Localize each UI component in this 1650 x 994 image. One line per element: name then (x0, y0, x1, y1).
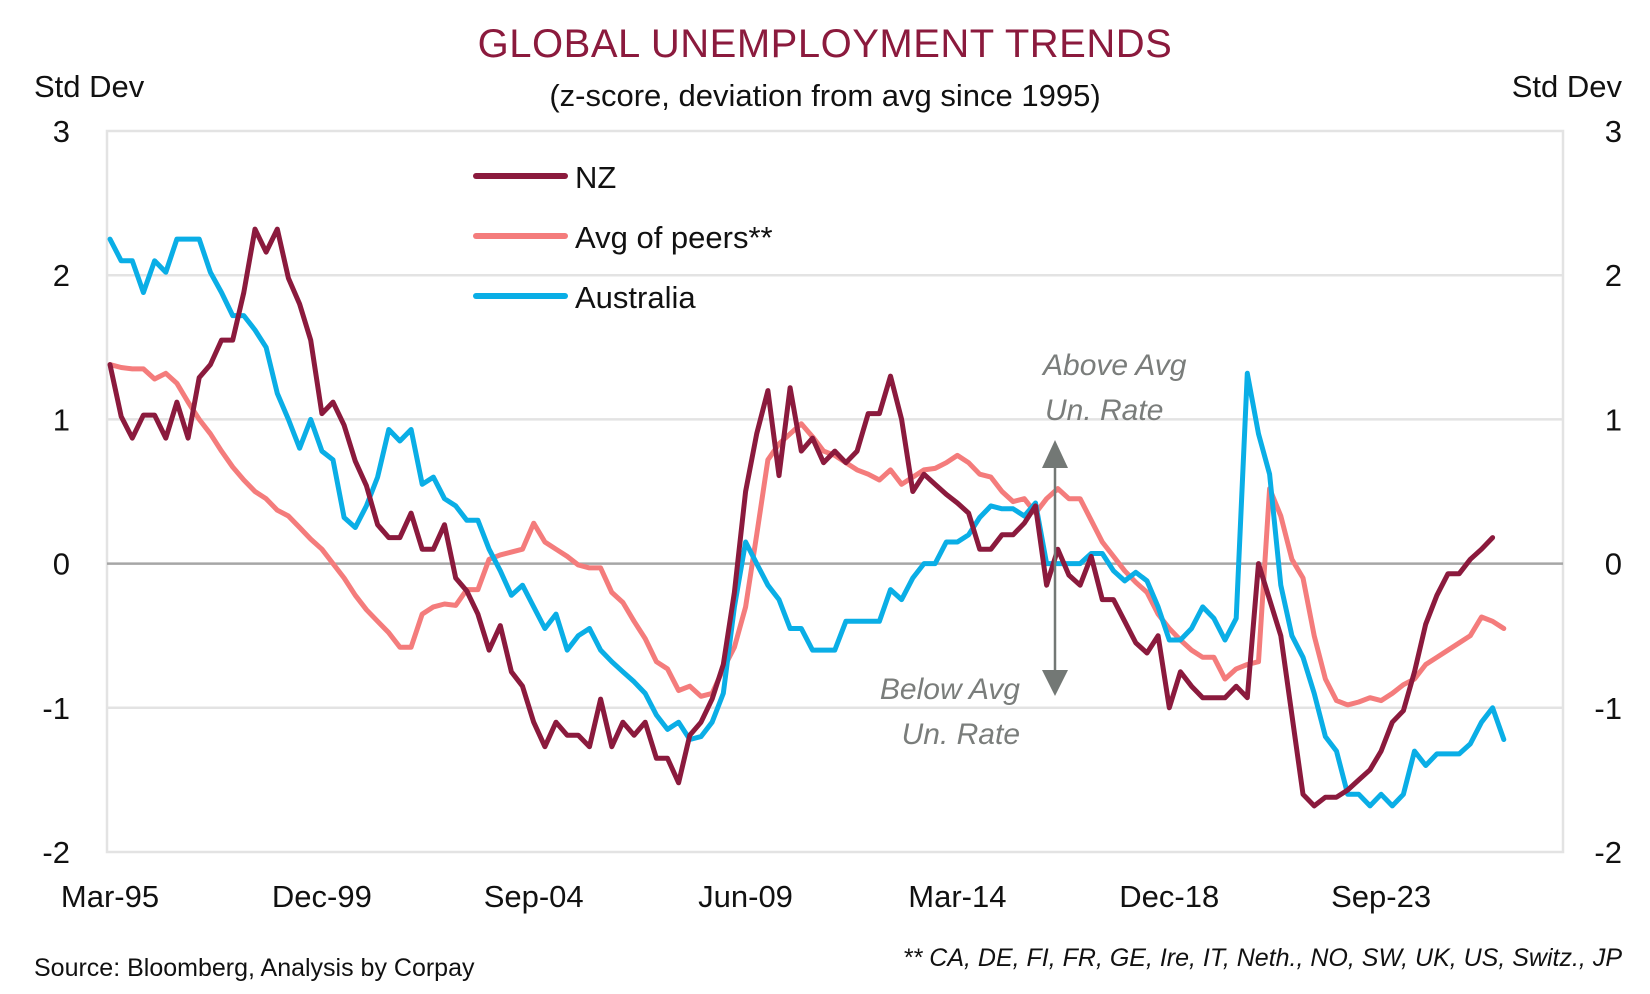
chart-title: GLOBAL UNEMPLOYMENT TRENDS (478, 22, 1173, 66)
y-tick-label-right: 1 (1605, 402, 1622, 437)
x-tick-label: Sep-23 (1331, 879, 1431, 914)
y-axis-left: 3 2 1 0 -1 -2 (42, 114, 70, 870)
series-nz (107, 226, 1496, 809)
y-tick-label-right: -2 (1594, 835, 1622, 870)
legend-label-australia: Australia (575, 280, 696, 315)
annotation-below-line1: Below Avg (880, 673, 1020, 706)
x-tick-label: Jun-09 (698, 879, 793, 914)
series-lines (107, 226, 1507, 809)
annotation-above-line1: Above Avg (1041, 349, 1187, 382)
arrow-up-icon (1042, 440, 1068, 468)
y-tick-label-right: 2 (1605, 258, 1622, 293)
y-tick-label-left: -2 (42, 835, 70, 870)
annotation-arrow: Above Avg Un. Rate Below Avg Un. Rate (880, 349, 1187, 751)
series-australia (107, 236, 1507, 809)
y-axis-label-right: Std Dev (1512, 69, 1623, 104)
y-tick-label-right: 0 (1605, 547, 1622, 582)
y-axis-label-left: Std Dev (34, 69, 145, 104)
legend-label-avg-of-peers: Avg of peers** (575, 220, 773, 255)
series-avg-of-peers (107, 362, 1507, 708)
arrow-down-icon (1042, 670, 1068, 696)
annotation-above-line2: Un. Rate (1045, 394, 1163, 427)
legend-label-nz: NZ (575, 160, 616, 195)
x-tick-label: Dec-99 (272, 879, 372, 914)
x-tick-label: Sep-04 (484, 879, 584, 914)
line-australia (107, 236, 1507, 809)
y-tick-label-right: -1 (1594, 691, 1622, 726)
y-tick-label-left: 1 (53, 402, 70, 437)
legend-item-avg-of-peers: Avg of peers** (473, 220, 773, 255)
legend: NZ Avg of peers** Australia (473, 160, 773, 315)
source-note: Source: Bloomberg, Analysis by Corpay (34, 954, 475, 982)
y-tick-label-left: 0 (53, 547, 70, 582)
annotation-below-line2: Un. Rate (902, 718, 1020, 751)
x-tick-label: Dec-18 (1119, 879, 1219, 914)
peers-footnote: ** CA, DE, FI, FR, GE, Ire, IT, Neth., N… (903, 944, 1622, 972)
y-tick-label-left: 2 (53, 258, 70, 293)
y-axis-right: 3 2 1 0 -1 -2 (1594, 114, 1622, 870)
chart-subtitle: (z-score, deviation from avg since 1995) (549, 78, 1100, 113)
legend-item-australia: Australia (473, 280, 696, 315)
plot-frame (105, 129, 1565, 854)
x-tick-label: Mar-14 (908, 879, 1006, 914)
line-avg-of-peers (107, 362, 1507, 708)
line-nz (107, 226, 1496, 809)
y-tick-label-right: 3 (1605, 114, 1622, 149)
y-tick-label-left: 3 (53, 114, 70, 149)
y-tick-label-left: -1 (42, 691, 70, 726)
x-axis: Mar-95 Dec-99 Sep-04 Jun-09 Mar-14 Dec-18 Sep-… (61, 879, 1431, 914)
gridlines (105, 129, 1565, 854)
x-tick-label: Mar-95 (61, 879, 159, 914)
legend-item-nz: NZ (473, 160, 616, 195)
